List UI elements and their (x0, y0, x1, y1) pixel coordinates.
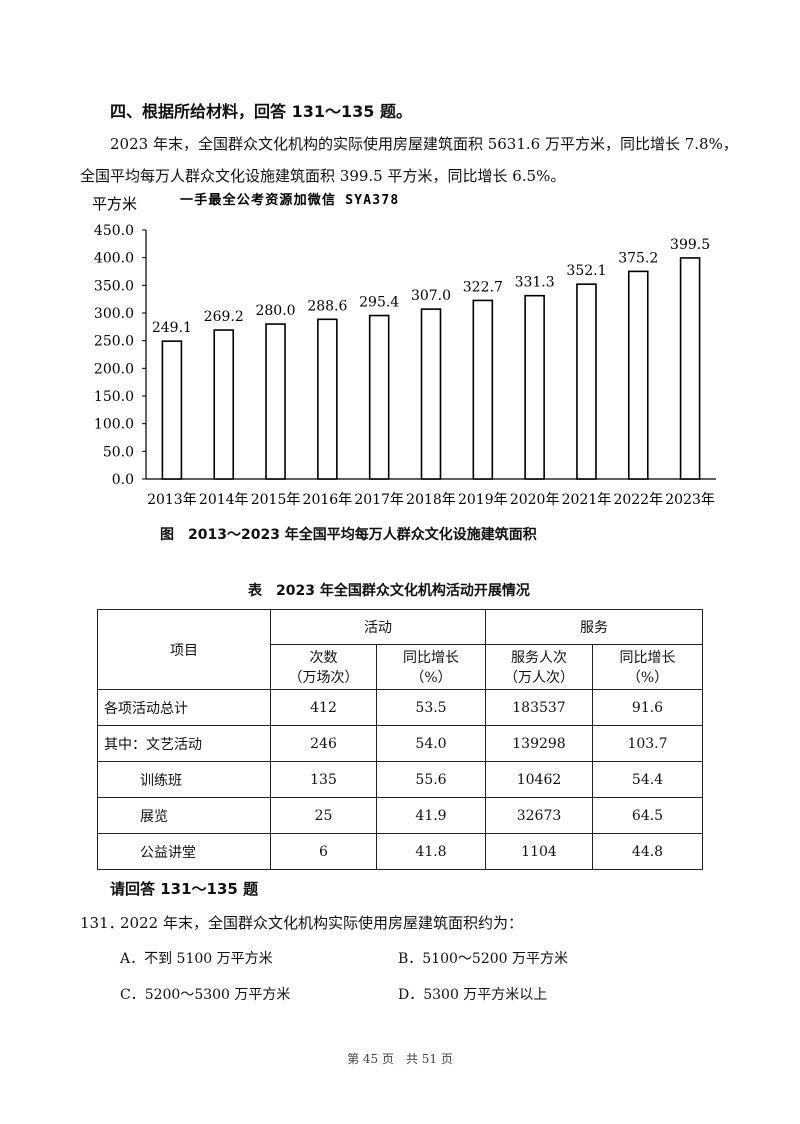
y-tick-label: 100.0 (94, 417, 134, 433)
x-tick-label: 2020年 (510, 492, 560, 508)
option-a[interactable]: A．不到 5100 万平方米 (120, 951, 273, 967)
table-title: 表 2023 年全国群众文化机构活动开展情况 (248, 583, 530, 599)
table-row: 各项活动总计 412 53.5 183537 91.6 (97, 689, 703, 726)
y-tick-label: 300.0 (94, 306, 134, 322)
x-tick-label: 2015年 (251, 492, 301, 508)
section-heading: 四、根据所给材料，回答 131～135 题。 (110, 102, 412, 121)
question-number: 131． (80, 914, 124, 932)
x-tick-label: 2019年 (458, 492, 508, 508)
activity-table: 项目 活动 服务 次数 （万场次） 同比增长 （%） 服务人次 （万人次） 同比增长（… (97, 609, 703, 870)
x-tick-label: 2023年 (665, 492, 715, 508)
x-tick-label: 2018年 (406, 492, 456, 508)
bar (576, 283, 597, 480)
table-row: 展览 25 41.9 32673 64.5 (97, 797, 703, 834)
y-tick-label: 50.0 (103, 444, 134, 460)
question-text: 2022 年末，全国群众文化机构实际使用房屋建筑面积约为： (120, 914, 523, 932)
x-tick-label: 2016年 (303, 492, 353, 508)
header-service: 服务 (485, 609, 703, 645)
data-label: 269.2 (204, 309, 244, 325)
data-label: 249.1 (152, 320, 192, 336)
table-row: 其中：文艺活动 246 54.0 139298 103.7 (97, 725, 703, 762)
option-b[interactable]: B．5100～5200 万平方米 (398, 951, 568, 967)
y-tick-label: 450.0 (94, 223, 134, 239)
data-label: 295.4 (359, 295, 399, 311)
y-tick-label: 0.0 (112, 472, 134, 488)
y-tick-label: 250.0 (94, 334, 134, 350)
data-label: 331.3 (515, 275, 555, 291)
y-tick-label: 400.0 (94, 251, 134, 267)
data-label: 280.0 (255, 303, 295, 319)
bar (161, 340, 183, 480)
bar (472, 299, 494, 480)
chart-watermark: 一手最全公考资源加微信 SYA378 (180, 192, 399, 208)
header-count: 次数 （万场次） (270, 644, 377, 690)
bar-chart: 平方米 一手最全公考资源加微信 SYA378 0.0 50.0 100.0 150.0… (92, 192, 716, 508)
header-item: 项目 (97, 609, 271, 690)
data-label: 307.0 (411, 288, 451, 304)
bar (524, 294, 545, 480)
bar (317, 318, 338, 480)
table-row: 训练班 135 55.6 10462 54.4 (97, 761, 703, 798)
bar (368, 314, 390, 480)
instruction: 请回答 131～135 题 (110, 880, 259, 898)
option-c[interactable]: C．5200～5300 万平方米 (120, 987, 291, 1003)
data-label: 322.7 (463, 279, 503, 295)
data-label: 399.5 (670, 237, 710, 253)
bar (213, 329, 235, 480)
chart-title: 图 2013～2023 年全国平均每万人群众文化设施建筑面积 (160, 527, 537, 543)
x-tick-label: 2013年 (147, 492, 197, 508)
chart-ylabel: 平方米 (92, 195, 137, 213)
y-tick-label: 200.0 (94, 361, 134, 377)
x-tick-label: 2017年 (354, 492, 404, 508)
data-label: 375.2 (618, 250, 658, 266)
bar (265, 323, 286, 480)
header-people: 服务人次 （万人次） (485, 644, 593, 690)
bar (627, 270, 649, 480)
page-footer: 第 45 页 共 51 页 (347, 1052, 453, 1066)
data-label: 352.1 (566, 263, 606, 279)
y-tick-label: 350.0 (94, 278, 134, 294)
bar (420, 308, 442, 480)
bar (679, 257, 701, 480)
header-growth-activity: 同比增长 （%） (376, 644, 486, 690)
x-tick-label: 2022年 (613, 492, 663, 508)
header-activity: 活动 (270, 609, 486, 645)
paragraph-line-1: 2023 年末，全国群众文化机构的实际使用房屋建筑面积 5631.6 万平方米，… (110, 135, 738, 153)
header-growth-service: 同比增长 （%） (592, 644, 703, 690)
paragraph-line-2: 全国平均每万人群众文化设施建筑面积 399.5 平方米，同比增长 6.5%。 (80, 167, 566, 185)
y-tick-label: 150.0 (94, 389, 134, 405)
data-label: 288.6 (307, 298, 347, 314)
x-tick-label: 2014年 (199, 492, 249, 508)
x-tick-label: 2021年 (562, 492, 612, 508)
table-row: 公益讲堂 6 41.8 1104 44.8 (97, 833, 703, 870)
option-d[interactable]: D．5300 万平方米以上 (398, 987, 548, 1003)
